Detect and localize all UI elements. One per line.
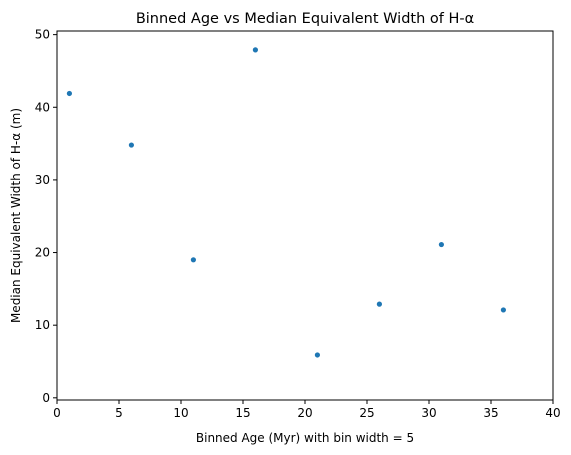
data-point [128, 142, 134, 148]
x-tick-label: 15 [235, 406, 250, 420]
chart-title: Binned Age vs Median Equivalent Width of… [136, 11, 474, 27]
y-tick-label: 40 [35, 100, 50, 114]
x-tick-label: 20 [297, 406, 312, 420]
plot-frame [56, 30, 554, 401]
data-point [376, 301, 382, 307]
y-tick-label: 30 [35, 173, 50, 187]
y-axis-label: Median Equivalent Width of H-α (m) [9, 108, 23, 323]
y-axis: 0 10 20 30 40 50 [35, 28, 57, 405]
data-point [500, 307, 506, 313]
x-tick-label: 35 [483, 406, 498, 420]
x-tick-label: 40 [545, 406, 560, 420]
x-axis: 0 5 10 15 20 25 30 35 40 [53, 400, 561, 420]
x-axis-label: Binned Age (Myr) with bin width = 5 [196, 431, 414, 445]
y-tick-label: 0 [42, 391, 50, 405]
x-tick-label: 5 [115, 406, 123, 420]
data-point [438, 241, 444, 248]
x-tick-label: 30 [421, 406, 436, 420]
data-point [190, 257, 196, 263]
data-point [252, 47, 258, 53]
data-point [66, 90, 72, 97]
y-tick-label: 20 [35, 246, 50, 260]
y-tick-label: 10 [35, 318, 50, 332]
plot-area [56, 30, 554, 401]
data-points [66, 47, 506, 358]
x-tick-label: 0 [53, 406, 61, 420]
y-tick-label: 50 [35, 28, 50, 42]
x-tick-label: 10 [173, 406, 188, 420]
data-point [314, 352, 320, 358]
x-tick-label: 25 [359, 406, 374, 420]
